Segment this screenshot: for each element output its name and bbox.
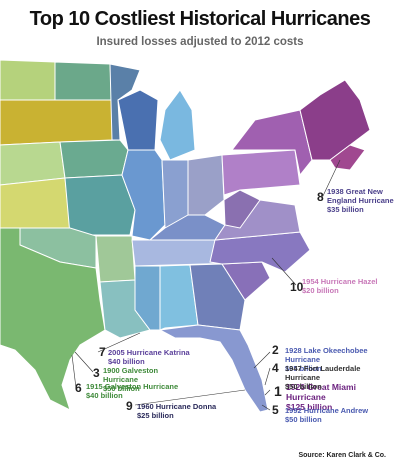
hurricane-name: 1954 Hurricane Hazel [302,277,378,286]
hurricane-loss: $50 billion [285,415,322,424]
hurricane-name: 1960 Hurricane Donna [137,402,217,411]
state [95,235,136,283]
hurricane-label: 1938 Great New England Hurricane $35 bill… [327,187,397,214]
state [64,174,136,236]
state [59,139,129,179]
rank: 2 [272,343,279,357]
hurricane-name: 2005 Hurricane Katrina [108,348,190,357]
hurricane-label: 2005 Hurricane Katrina $40 billion [108,348,198,366]
hurricane-loss: $40 billion [108,357,145,366]
leader [97,332,141,353]
rank: 10 [290,280,304,294]
hurricane-name: 1992 Hurricane Andrew [285,406,369,415]
hurricane-label: 1992 Hurricane Andrew $50 billion [285,406,385,424]
state [0,177,71,229]
hurricane-loss: $50 billion [103,384,140,393]
hurricane-name: 1938 Great New England Hurricane [327,187,394,205]
state [0,227,106,411]
leader [264,389,271,396]
state [117,89,159,151]
state [187,154,225,216]
hurricane-label: 1960 Hurricane Donna $25 billion [137,402,227,420]
rank: 7 [99,345,106,359]
hurricane-loss: $25 billion [137,411,174,420]
leader [261,404,271,411]
hurricane-loss: $50 billion [285,382,322,391]
hurricane-label: 1926 Great Miami Hurricane $125 billion [286,382,396,412]
leader [74,351,94,373]
rank: 4 [272,361,279,375]
hurricane-label: 1915 Galveston Hurricane $40 billion [86,382,186,400]
hurricane-name: 1915 Galveston Hurricane [86,382,179,391]
hurricane-loss: $35 billion [327,205,364,214]
title: Top 10 Costliest Historical Hurricanes [29,8,371,30]
state [221,149,301,196]
state [134,265,161,331]
source: Source: Karen Clark & Co. [298,452,386,459]
hurricane-loss: $65 billion [285,364,322,373]
leader [253,351,271,369]
state [158,324,269,413]
state [299,79,371,161]
hurricane-label: 1928 Lake Okeechobee Hurricane $65 billio… [285,346,395,373]
rank: 6 [75,381,82,395]
state [329,144,366,171]
leader [321,159,341,199]
hurricane-loss: $40 billion [86,391,123,400]
state [0,59,56,101]
state [189,263,246,331]
hurricane-name: 1928 Lake Okeechobee Hurricane [285,346,368,364]
state [0,99,113,146]
subtitle: Insured losses adjusted to 2012 costs [96,36,304,48]
state [54,61,113,101]
leader [264,367,271,386]
state [223,189,261,229]
hurricane-label: 1900 Galveston Hurricane $50 billion [103,366,193,393]
hurricane-label: 1954 Hurricane Hazel $20 billion [302,277,392,295]
hurricane-name: 1926 Great Miami Hurricane [286,382,356,402]
rank: 9 [126,399,133,413]
hurricane-loss: $20 billion [302,286,339,295]
rank: 8 [317,190,324,204]
leader [71,354,77,389]
hurricane-label: 1947 Fort Lauderdale Hurricane $50 billio… [285,364,395,391]
rank: 5 [272,403,279,417]
leader [271,257,297,286]
hurricane-loss: $125 billion [286,402,333,412]
state [209,231,311,273]
state [159,89,196,161]
rank: 1 [274,383,282,399]
rank: 3 [93,366,100,380]
state [159,264,199,331]
hurricane-name: 1947 Fort Lauderdale Hurricane [285,364,361,382]
hurricane-name: 1900 Galveston Hurricane [103,366,159,384]
leader [134,389,246,406]
